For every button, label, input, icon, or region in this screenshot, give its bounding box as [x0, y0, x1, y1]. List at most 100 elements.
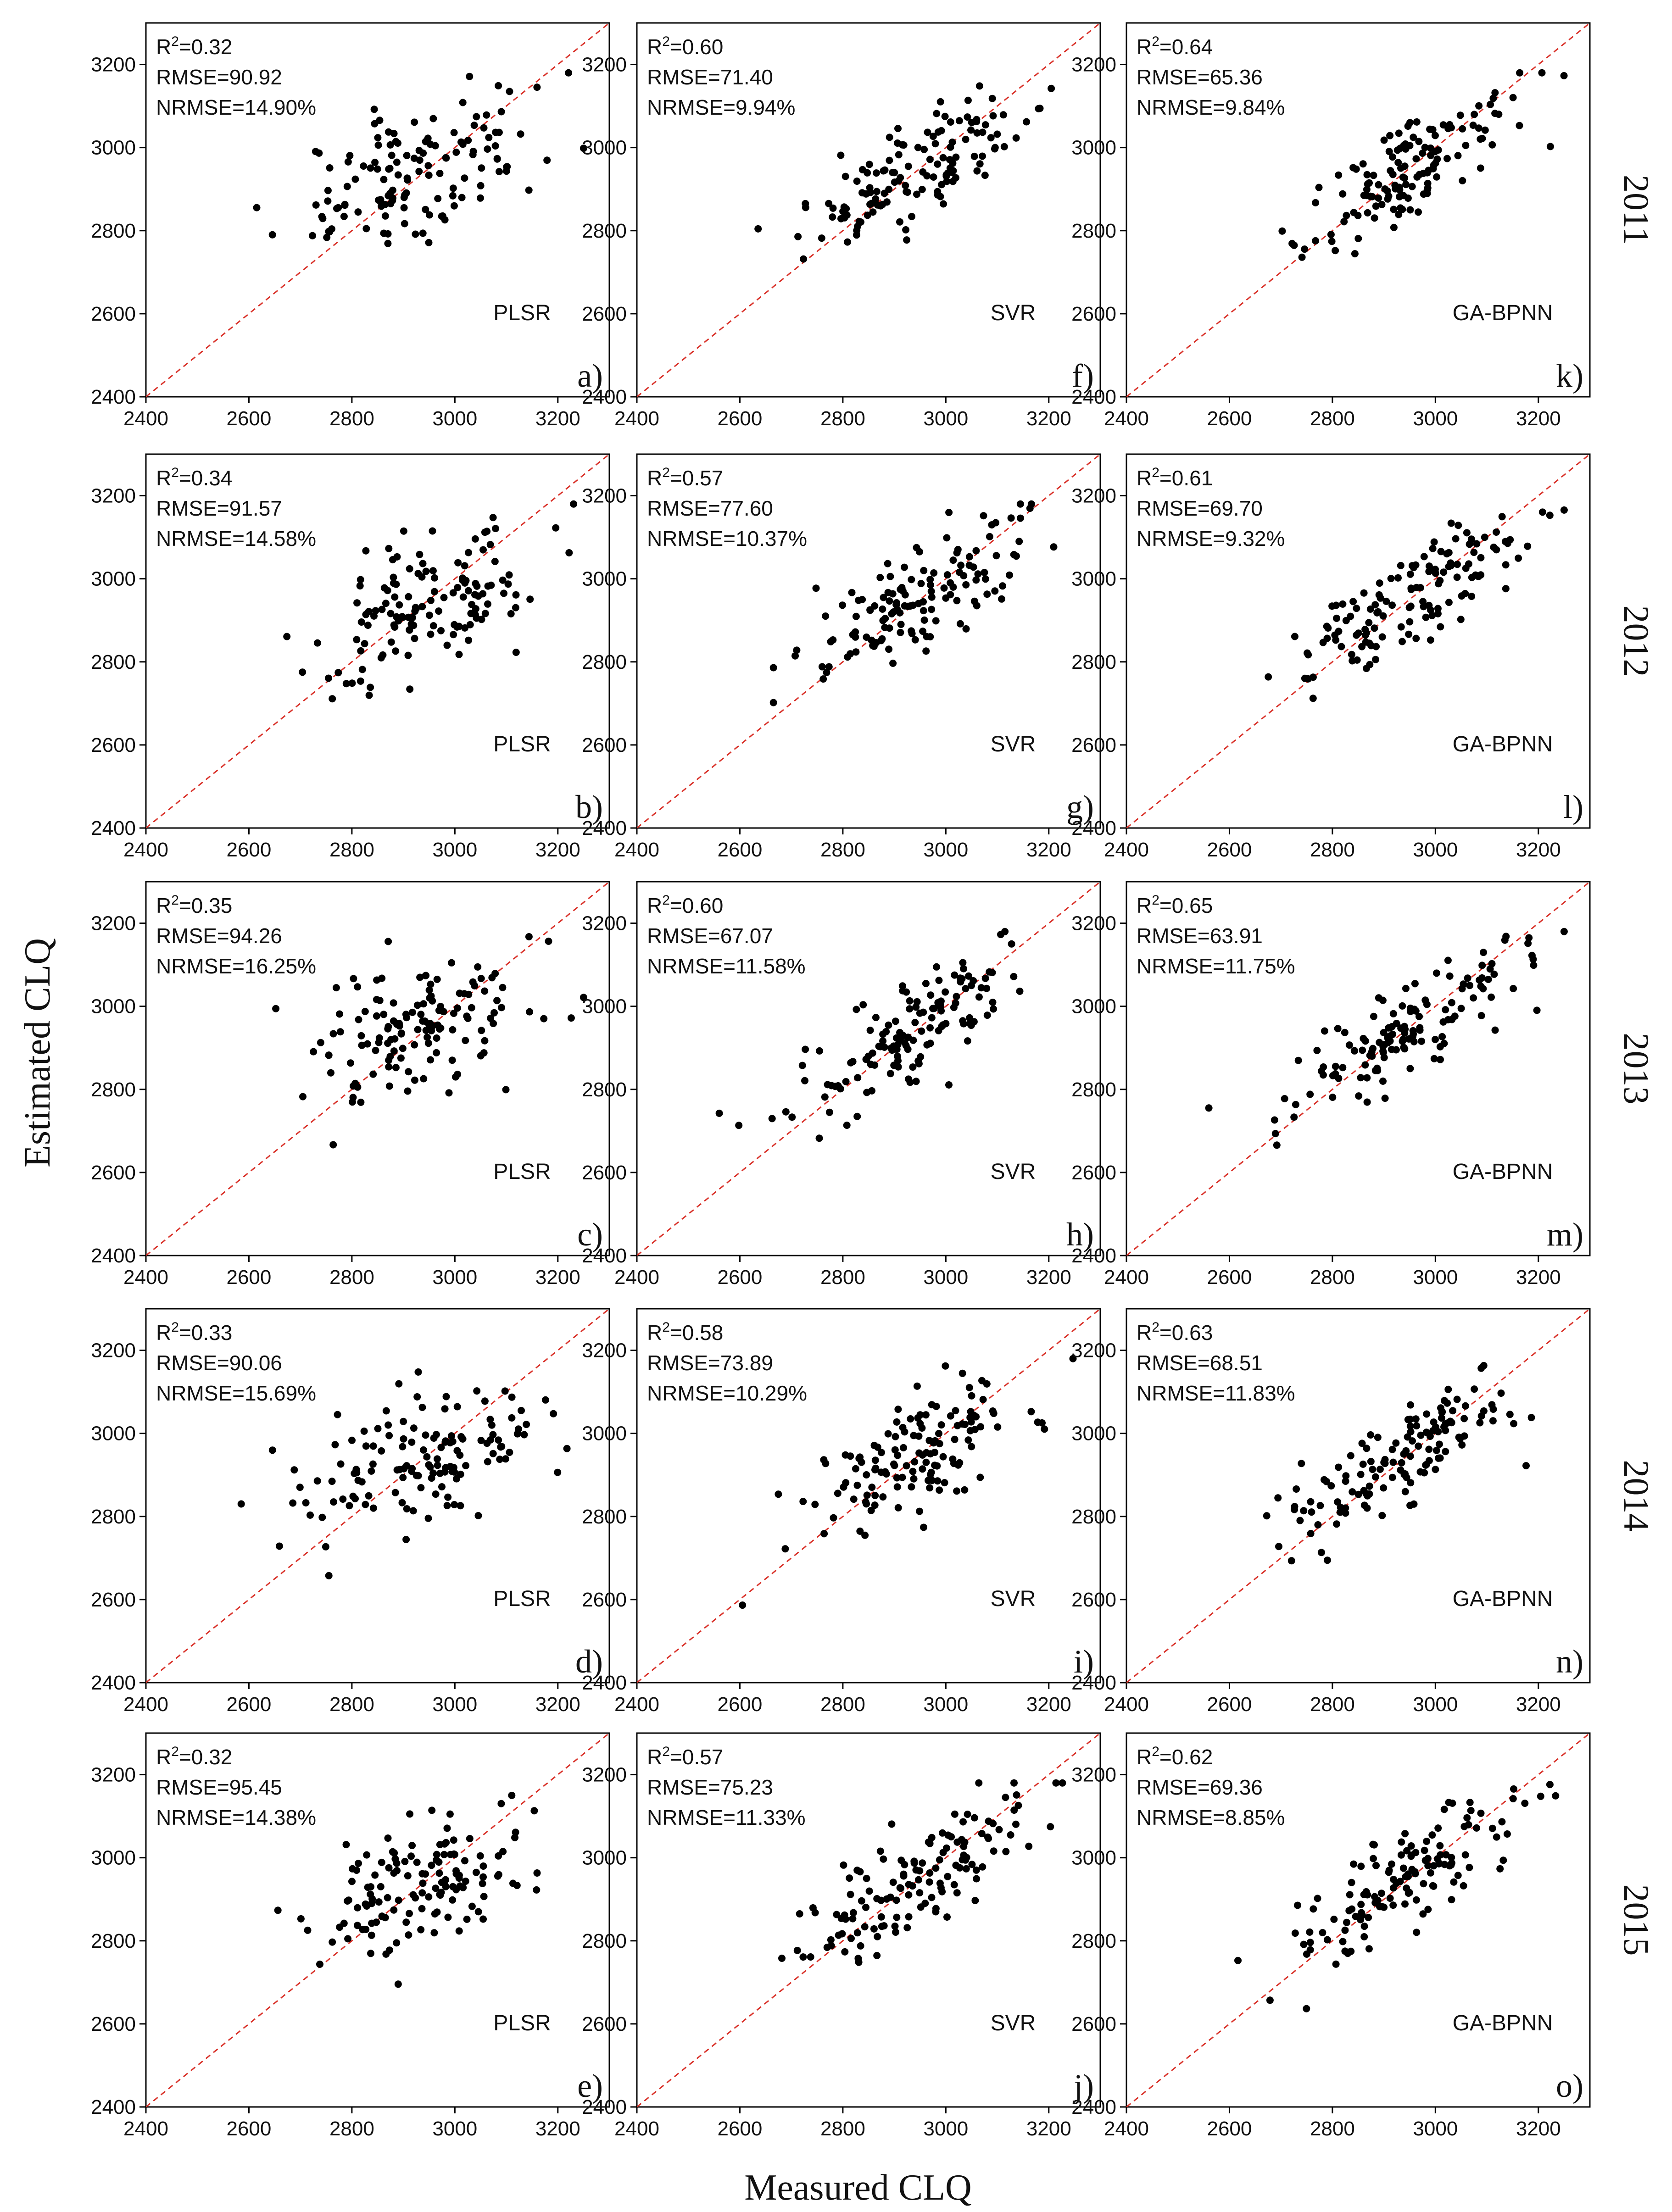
data-points: [1263, 1362, 1535, 1565]
data-point: [1433, 173, 1441, 181]
data-point: [361, 1008, 369, 1015]
data-point: [1309, 695, 1317, 702]
data-point: [1421, 1846, 1428, 1854]
data-point: [1378, 1512, 1386, 1519]
data-point: [395, 1380, 403, 1388]
data-point: [1455, 1434, 1463, 1441]
data-point: [910, 1475, 918, 1483]
data-point: [362, 225, 370, 233]
data-point: [480, 1049, 488, 1057]
data-point: [309, 232, 316, 239]
data-point: [317, 1039, 324, 1046]
data-point: [459, 140, 467, 148]
data-point: [1348, 1905, 1356, 1913]
data-point: [1397, 561, 1404, 569]
data-point: [503, 163, 511, 171]
data-point: [979, 1395, 987, 1403]
y-tick-label: 2400: [1071, 2096, 1116, 2118]
data-point: [1546, 143, 1554, 150]
data-point: [1315, 183, 1323, 191]
data-point: [1480, 949, 1487, 956]
data-point: [1274, 1494, 1282, 1502]
data-point: [866, 200, 874, 208]
data-point: [1350, 209, 1358, 217]
data-point: [495, 1852, 502, 1860]
data-point: [938, 1829, 946, 1837]
data-point: [1475, 102, 1483, 110]
data-point: [427, 630, 435, 638]
data-point: [330, 1498, 338, 1506]
x-tick-label: 3000: [923, 2118, 968, 2140]
data-point: [351, 175, 359, 183]
data-point: [1014, 1801, 1022, 1809]
data-point: [1349, 598, 1357, 606]
data-point: [336, 1010, 343, 1018]
data-point: [565, 549, 573, 556]
x-tick-label: 2600: [226, 407, 271, 430]
data-point: [975, 82, 983, 90]
r2-value: R2=0.34: [156, 465, 232, 490]
data-point: [358, 666, 366, 673]
data-point: [859, 1001, 867, 1009]
data-point: [331, 1441, 339, 1449]
data-point: [401, 220, 408, 228]
data-point: [494, 1872, 502, 1880]
one-to-one-line: [145, 1732, 610, 2108]
data-point: [951, 1810, 959, 1818]
data-point: [989, 112, 997, 120]
data-point: [461, 624, 469, 632]
data-point: [975, 1779, 983, 1787]
data-point: [901, 591, 909, 599]
data-point: [937, 1421, 945, 1429]
data-point: [433, 1455, 441, 1463]
data-point: [296, 1484, 304, 1491]
data-point: [1406, 1452, 1414, 1460]
data-point: [1388, 601, 1396, 609]
data-point: [781, 1545, 789, 1553]
data-point: [1371, 601, 1379, 609]
data-point: [477, 1437, 485, 1444]
data-point: [1334, 1025, 1342, 1033]
data-point: [497, 1443, 505, 1451]
data-point: [363, 1040, 371, 1048]
data-point: [1488, 1401, 1496, 1409]
data-point: [1308, 1508, 1315, 1516]
x-tick-label: 2800: [329, 839, 374, 861]
data-point: [1406, 142, 1414, 150]
data-point: [1345, 1041, 1353, 1049]
data-point: [1379, 1049, 1387, 1056]
data-point: [462, 1878, 469, 1885]
data-point: [1399, 1035, 1407, 1043]
x-tick-label: 3000: [432, 1266, 477, 1289]
data-point: [481, 610, 489, 617]
panel-label: c): [577, 1216, 603, 1253]
data-point: [928, 1834, 936, 1841]
data-point: [1428, 611, 1436, 619]
data-point: [977, 1423, 985, 1431]
x-tick-label: 3000: [1413, 2118, 1458, 2140]
data-point: [443, 1824, 451, 1832]
data-point: [847, 1934, 855, 1942]
x-tick-label: 3200: [535, 1693, 580, 1716]
y-tick-label: 3000: [1071, 568, 1116, 590]
data-point: [1421, 1469, 1428, 1477]
data-point: [959, 1818, 967, 1826]
x-tick-label: 2400: [123, 1693, 168, 1716]
data-point: [936, 98, 944, 106]
data-point: [1429, 545, 1437, 552]
data-point: [470, 122, 478, 129]
data-point: [854, 222, 861, 230]
y-tick-label: 2800: [91, 1930, 136, 1952]
data-point: [1410, 1500, 1418, 1508]
data-point: [920, 1523, 927, 1531]
data-point: [977, 984, 985, 992]
data-point: [1453, 1395, 1461, 1403]
data-point: [1477, 554, 1485, 561]
data-point: [397, 1054, 405, 1062]
data-point: [966, 1414, 974, 1422]
data-point: [467, 610, 475, 617]
data-point: [1437, 548, 1445, 556]
one-to-one-line: [636, 1308, 1101, 1684]
data-point: [385, 938, 392, 945]
data-point: [1407, 602, 1415, 610]
